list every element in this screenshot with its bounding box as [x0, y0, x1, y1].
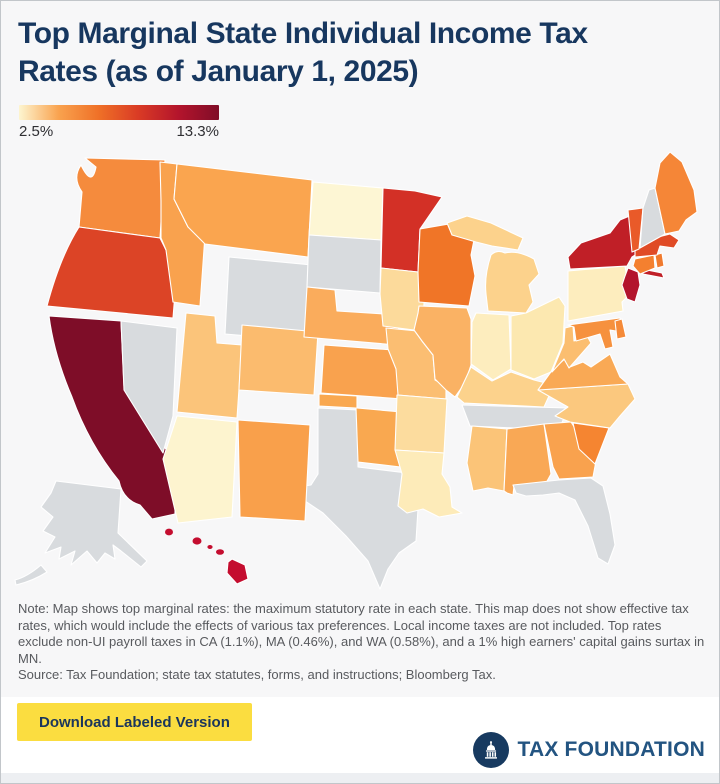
- state-AK[interactable]: [14, 480, 148, 586]
- legend-max-label: 13.3%: [176, 123, 219, 140]
- page-title: Top Marginal State Individual Income Tax…: [18, 17, 588, 88]
- state-IN[interactable]: [470, 312, 512, 381]
- state-NC[interactable]: [537, 383, 636, 429]
- state-OR[interactable]: [46, 226, 179, 319]
- state-AR[interactable]: [394, 394, 448, 454]
- state-SD[interactable]: [306, 234, 382, 294]
- state-ND[interactable]: [308, 181, 384, 241]
- state-MI[interactable]: [446, 215, 540, 314]
- state-CO[interactable]: [238, 324, 319, 396]
- legend-gradient-bar: [19, 105, 219, 120]
- us-map-svg: [14, 151, 698, 590]
- us-choropleth-map: [1, 141, 719, 601]
- state-NM[interactable]: [237, 419, 311, 522]
- state-DE[interactable]: [614, 318, 627, 340]
- state-VT[interactable]: [627, 207, 644, 253]
- brand-name: TAX FOUNDATION: [517, 738, 705, 761]
- state-KY[interactable]: [456, 366, 555, 408]
- capitol-dome-icon: [473, 732, 510, 768]
- state-WA[interactable]: [76, 157, 166, 239]
- state-IL[interactable]: [413, 305, 472, 398]
- state-RI[interactable]: [654, 252, 665, 269]
- bottom-strip: [1, 773, 719, 783]
- footnote: Note: Map shows top marginal rates: the …: [18, 601, 706, 684]
- source-text: Source: Tax Foundation; state tax statut…: [18, 667, 496, 682]
- state-OH[interactable]: [510, 296, 566, 380]
- note-text: Note: Map shows top marginal rates: the …: [18, 601, 705, 666]
- state-CA[interactable]: [48, 315, 176, 520]
- state-HI[interactable]: [165, 528, 249, 585]
- brand-logo: TAX FOUNDATION: [473, 732, 705, 768]
- state-MA[interactable]: [634, 233, 680, 258]
- color-scale-legend: 2.5% 13.3%: [19, 105, 219, 140]
- state-MT[interactable]: [173, 163, 313, 258]
- state-NV[interactable]: [120, 320, 178, 454]
- state-LA[interactable]: [394, 449, 463, 518]
- state-ME[interactable]: [654, 151, 698, 235]
- state-MS[interactable]: [466, 425, 508, 492]
- legend-min-label: 2.5%: [19, 123, 54, 140]
- state-PA[interactable]: [567, 265, 631, 322]
- state-FL[interactable]: [512, 477, 616, 565]
- state-NJ[interactable]: [621, 267, 641, 303]
- download-labeled-version-button[interactable]: Download Labeled Version: [17, 703, 252, 741]
- state-AZ[interactable]: [162, 415, 238, 524]
